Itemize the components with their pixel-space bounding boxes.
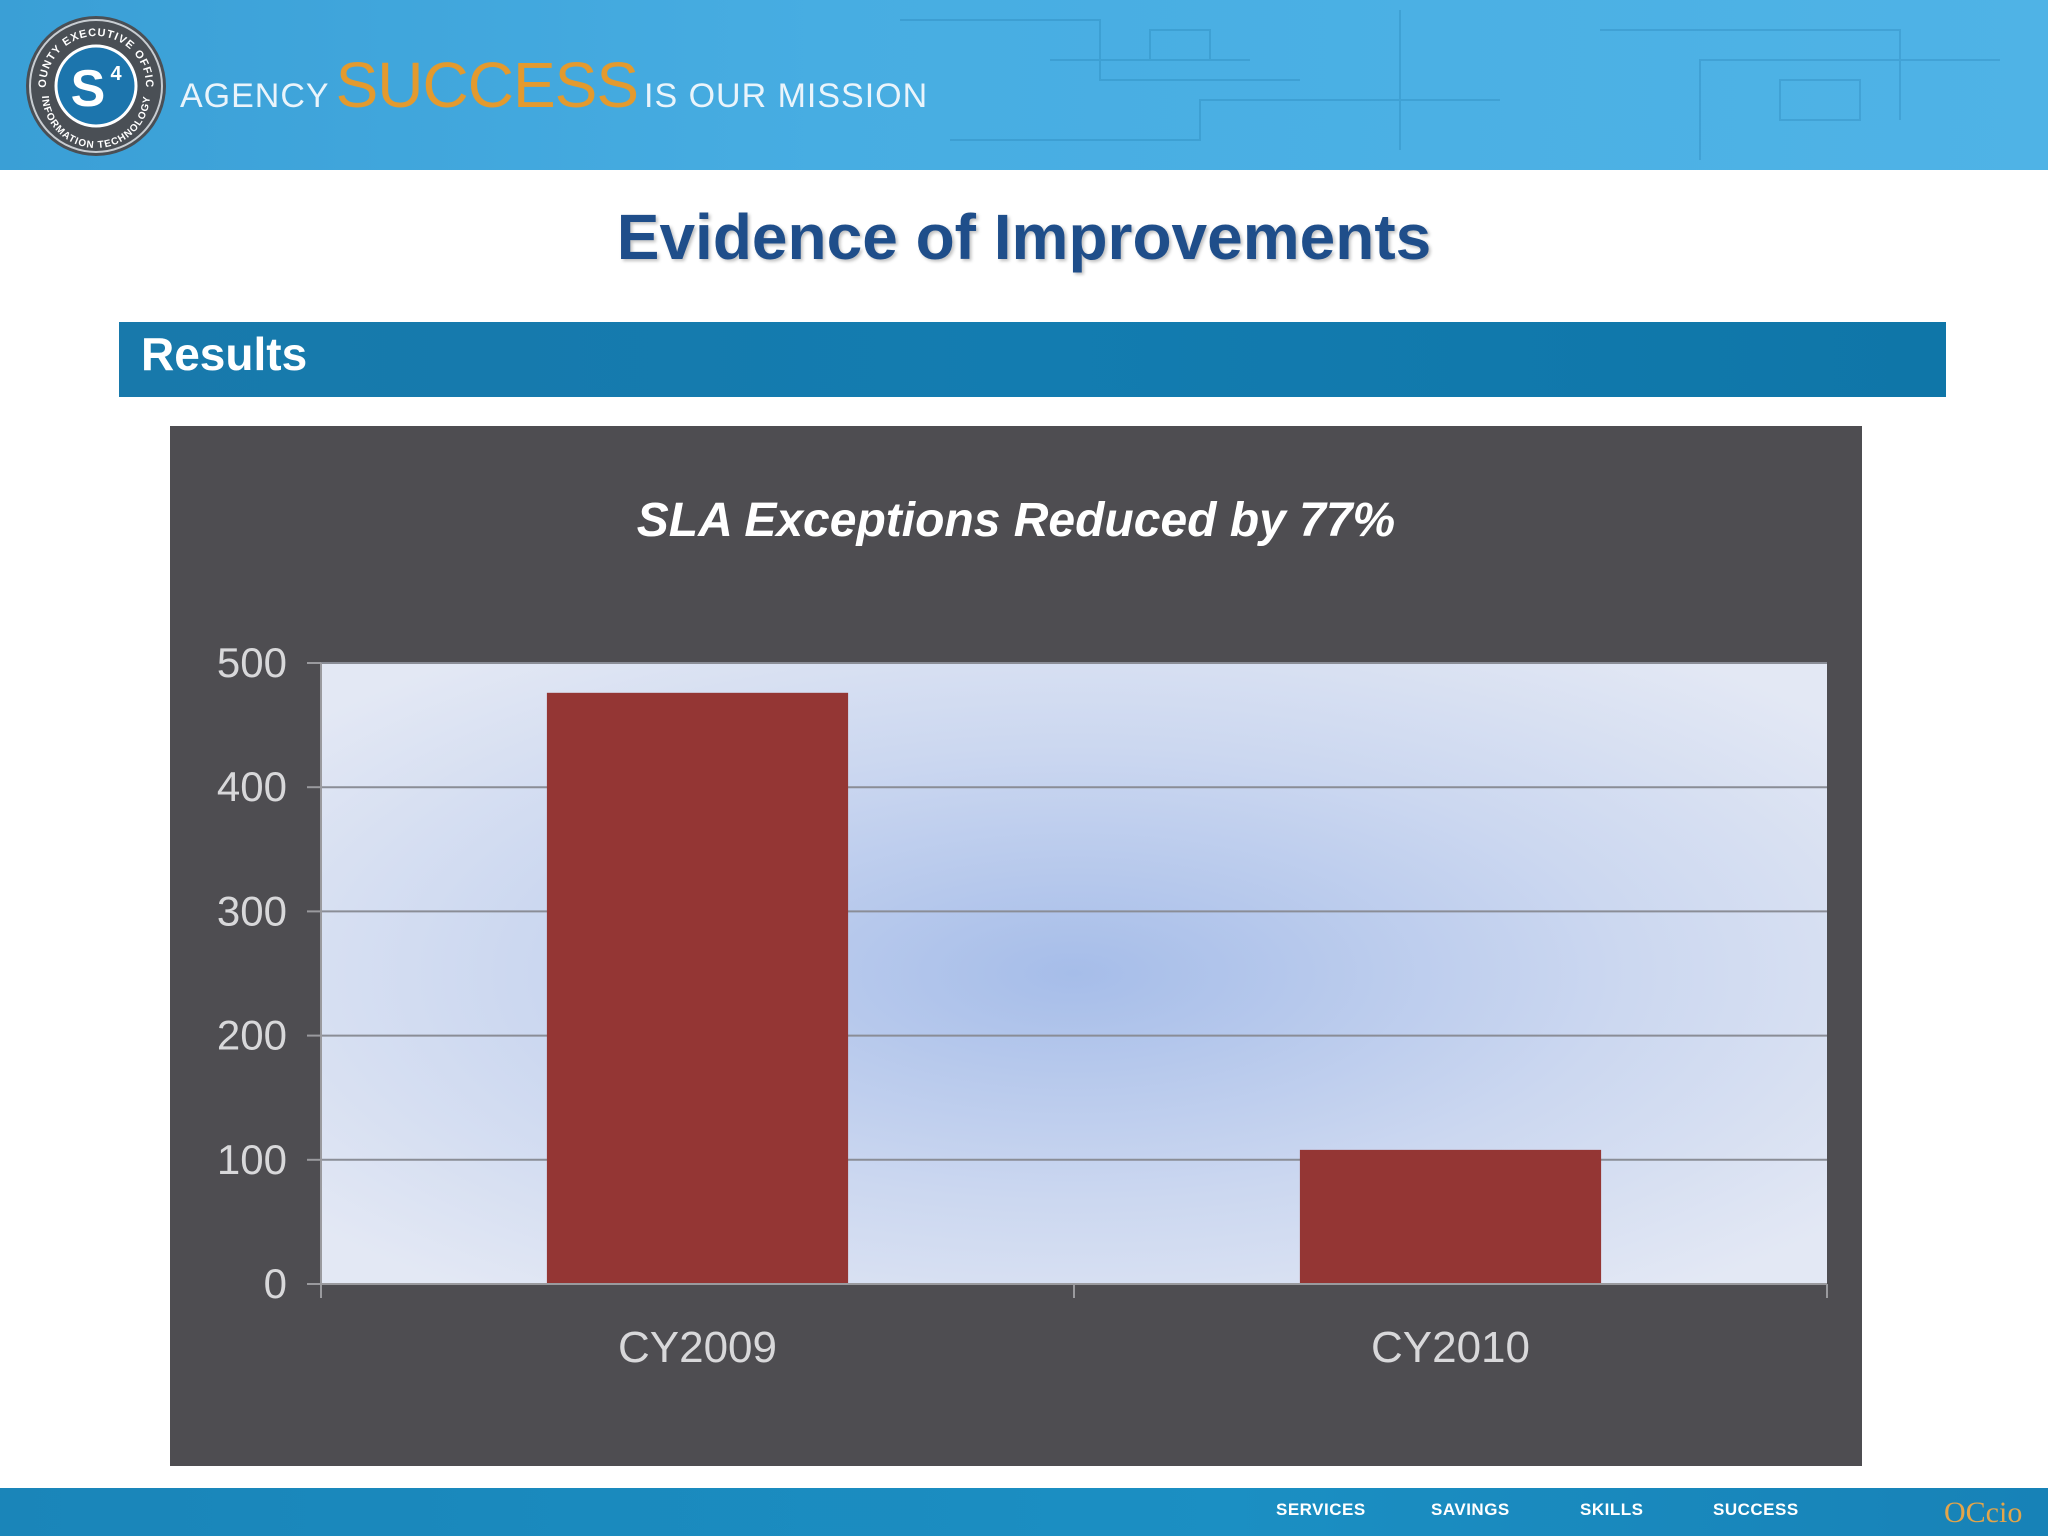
section-label: Results <box>141 328 308 380</box>
axes <box>307 662 1828 1298</box>
y-tick-label: 0 <box>264 1260 287 1307</box>
tagline: AGENCY SUCCESS IS OUR MISSION <box>180 48 929 121</box>
footer-link-services[interactable]: SERVICES <box>1276 1500 1366 1519</box>
tagline-mission: IS OUR MISSION <box>644 77 929 115</box>
svg-text:S: S <box>71 60 106 118</box>
y-tick-label: 200 <box>217 1012 287 1059</box>
bar-cy2010 <box>1299 1149 1602 1284</box>
svg-text:4: 4 <box>110 63 122 85</box>
chart-title: SLA Exceptions Reduced by 77% <box>637 494 1395 547</box>
tagline-success: SUCCESS <box>335 49 639 121</box>
occio-logo: OCcio <box>1944 1496 2022 1529</box>
y-tick-label: 500 <box>217 639 287 686</box>
header-banner: COUNTY EXECUTIVE OFFICE INFORMATION TECH… <box>0 0 2048 170</box>
chart-panel: 0 100 200 300 400 500 CY2009 CY2010 SLA Excepti… <box>170 426 1862 1466</box>
y-tick-label: 400 <box>217 763 287 810</box>
bars <box>546 692 1602 1284</box>
tagline-agency: AGENCY <box>180 77 330 115</box>
county-seal-logo: COUNTY EXECUTIVE OFFICE INFORMATION TECH… <box>24 14 166 156</box>
footer-bar <box>0 1488 2048 1536</box>
x-category-label: CY2010 <box>1371 1323 1530 1372</box>
section-header-bar: Results <box>119 322 1946 397</box>
x-category-label: CY2009 <box>618 1323 777 1372</box>
bar-cy2009 <box>546 692 849 1284</box>
page-title: Evidence of Improvements <box>616 201 1432 273</box>
footer-divider <box>1126 1486 2048 1488</box>
bar-chart: 0 100 200 300 400 500 CY2009 CY2010 SLA Excepti… <box>217 494 1828 1372</box>
y-tick-label: 100 <box>217 1136 287 1183</box>
footer-link-skills[interactable]: SKILLS <box>1580 1500 1644 1519</box>
svg-text:OCcio: OCcio <box>1944 1496 2022 1529</box>
y-tick-label: 300 <box>217 887 287 934</box>
tick-labels: 0 100 200 300 400 500 CY2009 CY2010 <box>217 639 1530 1372</box>
footer-link-success[interactable]: SUCCESS <box>1713 1500 1799 1519</box>
footer-link-savings[interactable]: SAVINGS <box>1431 1500 1510 1519</box>
circuit-pattern <box>900 10 2000 160</box>
